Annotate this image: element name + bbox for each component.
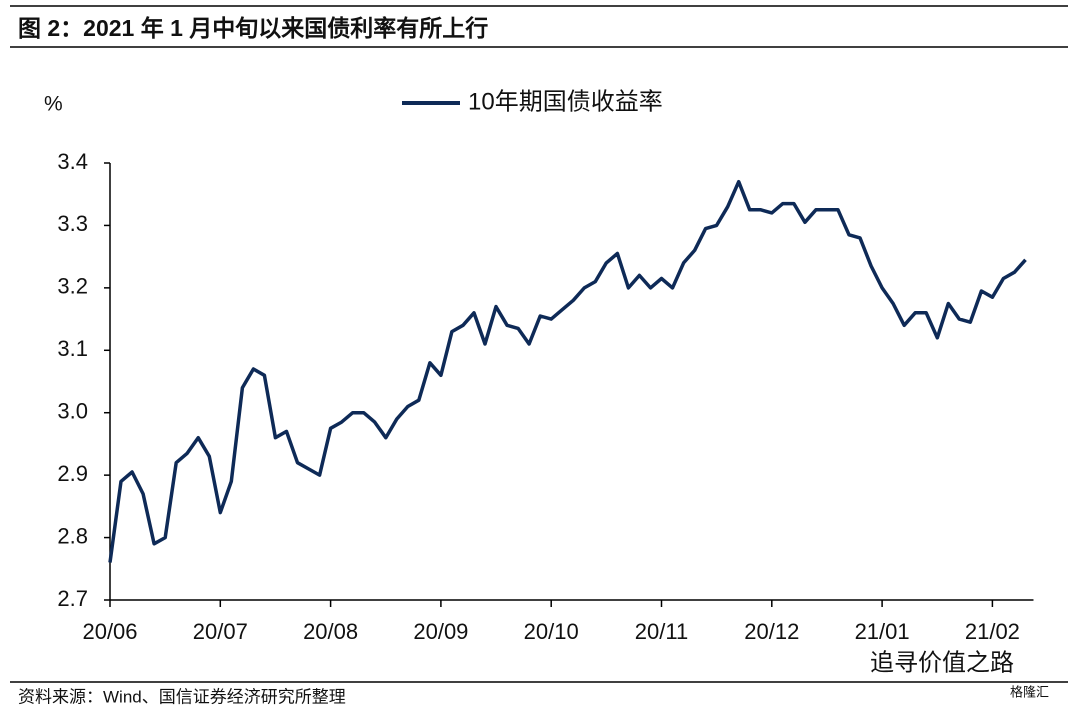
y-axis-label: % (44, 93, 63, 116)
x-tick-label: 20/06 (82, 619, 137, 644)
watermark: 追寻价值之路 (870, 649, 1014, 676)
x-tick-label: 20/12 (744, 619, 799, 644)
y-tick-label: 2.9 (57, 461, 88, 486)
chart-title: 图 2：2021 年 1 月中旬以来国债利率有所上行 (18, 15, 488, 41)
y-tick-label: 3.0 (57, 399, 88, 424)
x-tick-label: 21/02 (965, 619, 1020, 644)
y-tick-label: 3.3 (57, 211, 88, 236)
x-tick-label: 20/09 (413, 619, 468, 644)
x-tick-label: 20/08 (303, 619, 358, 644)
y-tick-label: 2.7 (57, 586, 88, 611)
legend-label: 10年期国债收益率 (468, 88, 663, 115)
y-tick-label: 2.8 (57, 523, 88, 548)
y-tick-label: 3.2 (57, 274, 88, 299)
watermark: 格隆汇 (1010, 684, 1049, 699)
source-note: 资料来源：Wind、国信证券经济研究所整理 (18, 687, 346, 706)
x-tick-label: 20/11 (635, 619, 688, 644)
data-line (108, 179, 1027, 563)
x-tick-label: 20/10 (524, 619, 579, 644)
y-tick-label: 3.4 (57, 149, 88, 174)
y-tick-label: 3.1 (57, 336, 88, 361)
x-tick-label: 21/01 (855, 619, 910, 644)
x-tick-label: 20/07 (193, 619, 248, 644)
